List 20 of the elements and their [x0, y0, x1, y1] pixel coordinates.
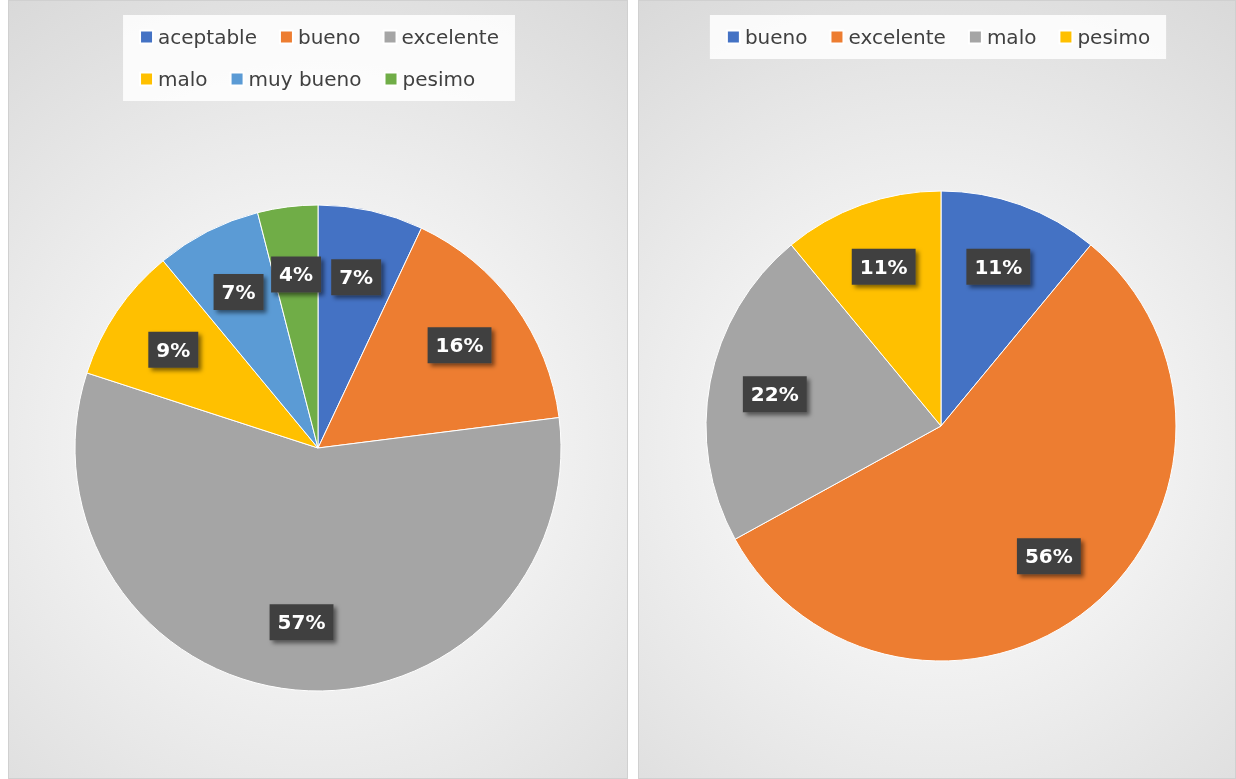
data-label: 11%	[859, 254, 908, 279]
legend-label: aceptable	[158, 25, 257, 49]
legend-label: pesimo	[1077, 25, 1151, 49]
data-label: 56%	[1024, 544, 1073, 569]
legend-label: excelente	[848, 25, 946, 49]
data-label: 22%	[750, 382, 799, 407]
legend-label: malo	[158, 67, 208, 91]
legend-label: bueno	[744, 25, 808, 49]
legend-label: malo	[986, 25, 1037, 49]
data-label: 11%	[974, 254, 1023, 279]
legend-label: muy bueno	[248, 67, 362, 91]
data-label: 7%	[339, 265, 374, 290]
data-label: 9%	[156, 337, 191, 362]
legend-label: pesimo	[402, 67, 476, 91]
legend-label: bueno	[297, 25, 361, 49]
legend-label: excelente	[401, 25, 499, 49]
data-label: 7%	[221, 280, 256, 305]
data-label: 16%	[435, 333, 484, 358]
data-label: 4%	[279, 262, 314, 287]
data-label: 57%	[277, 610, 326, 635]
